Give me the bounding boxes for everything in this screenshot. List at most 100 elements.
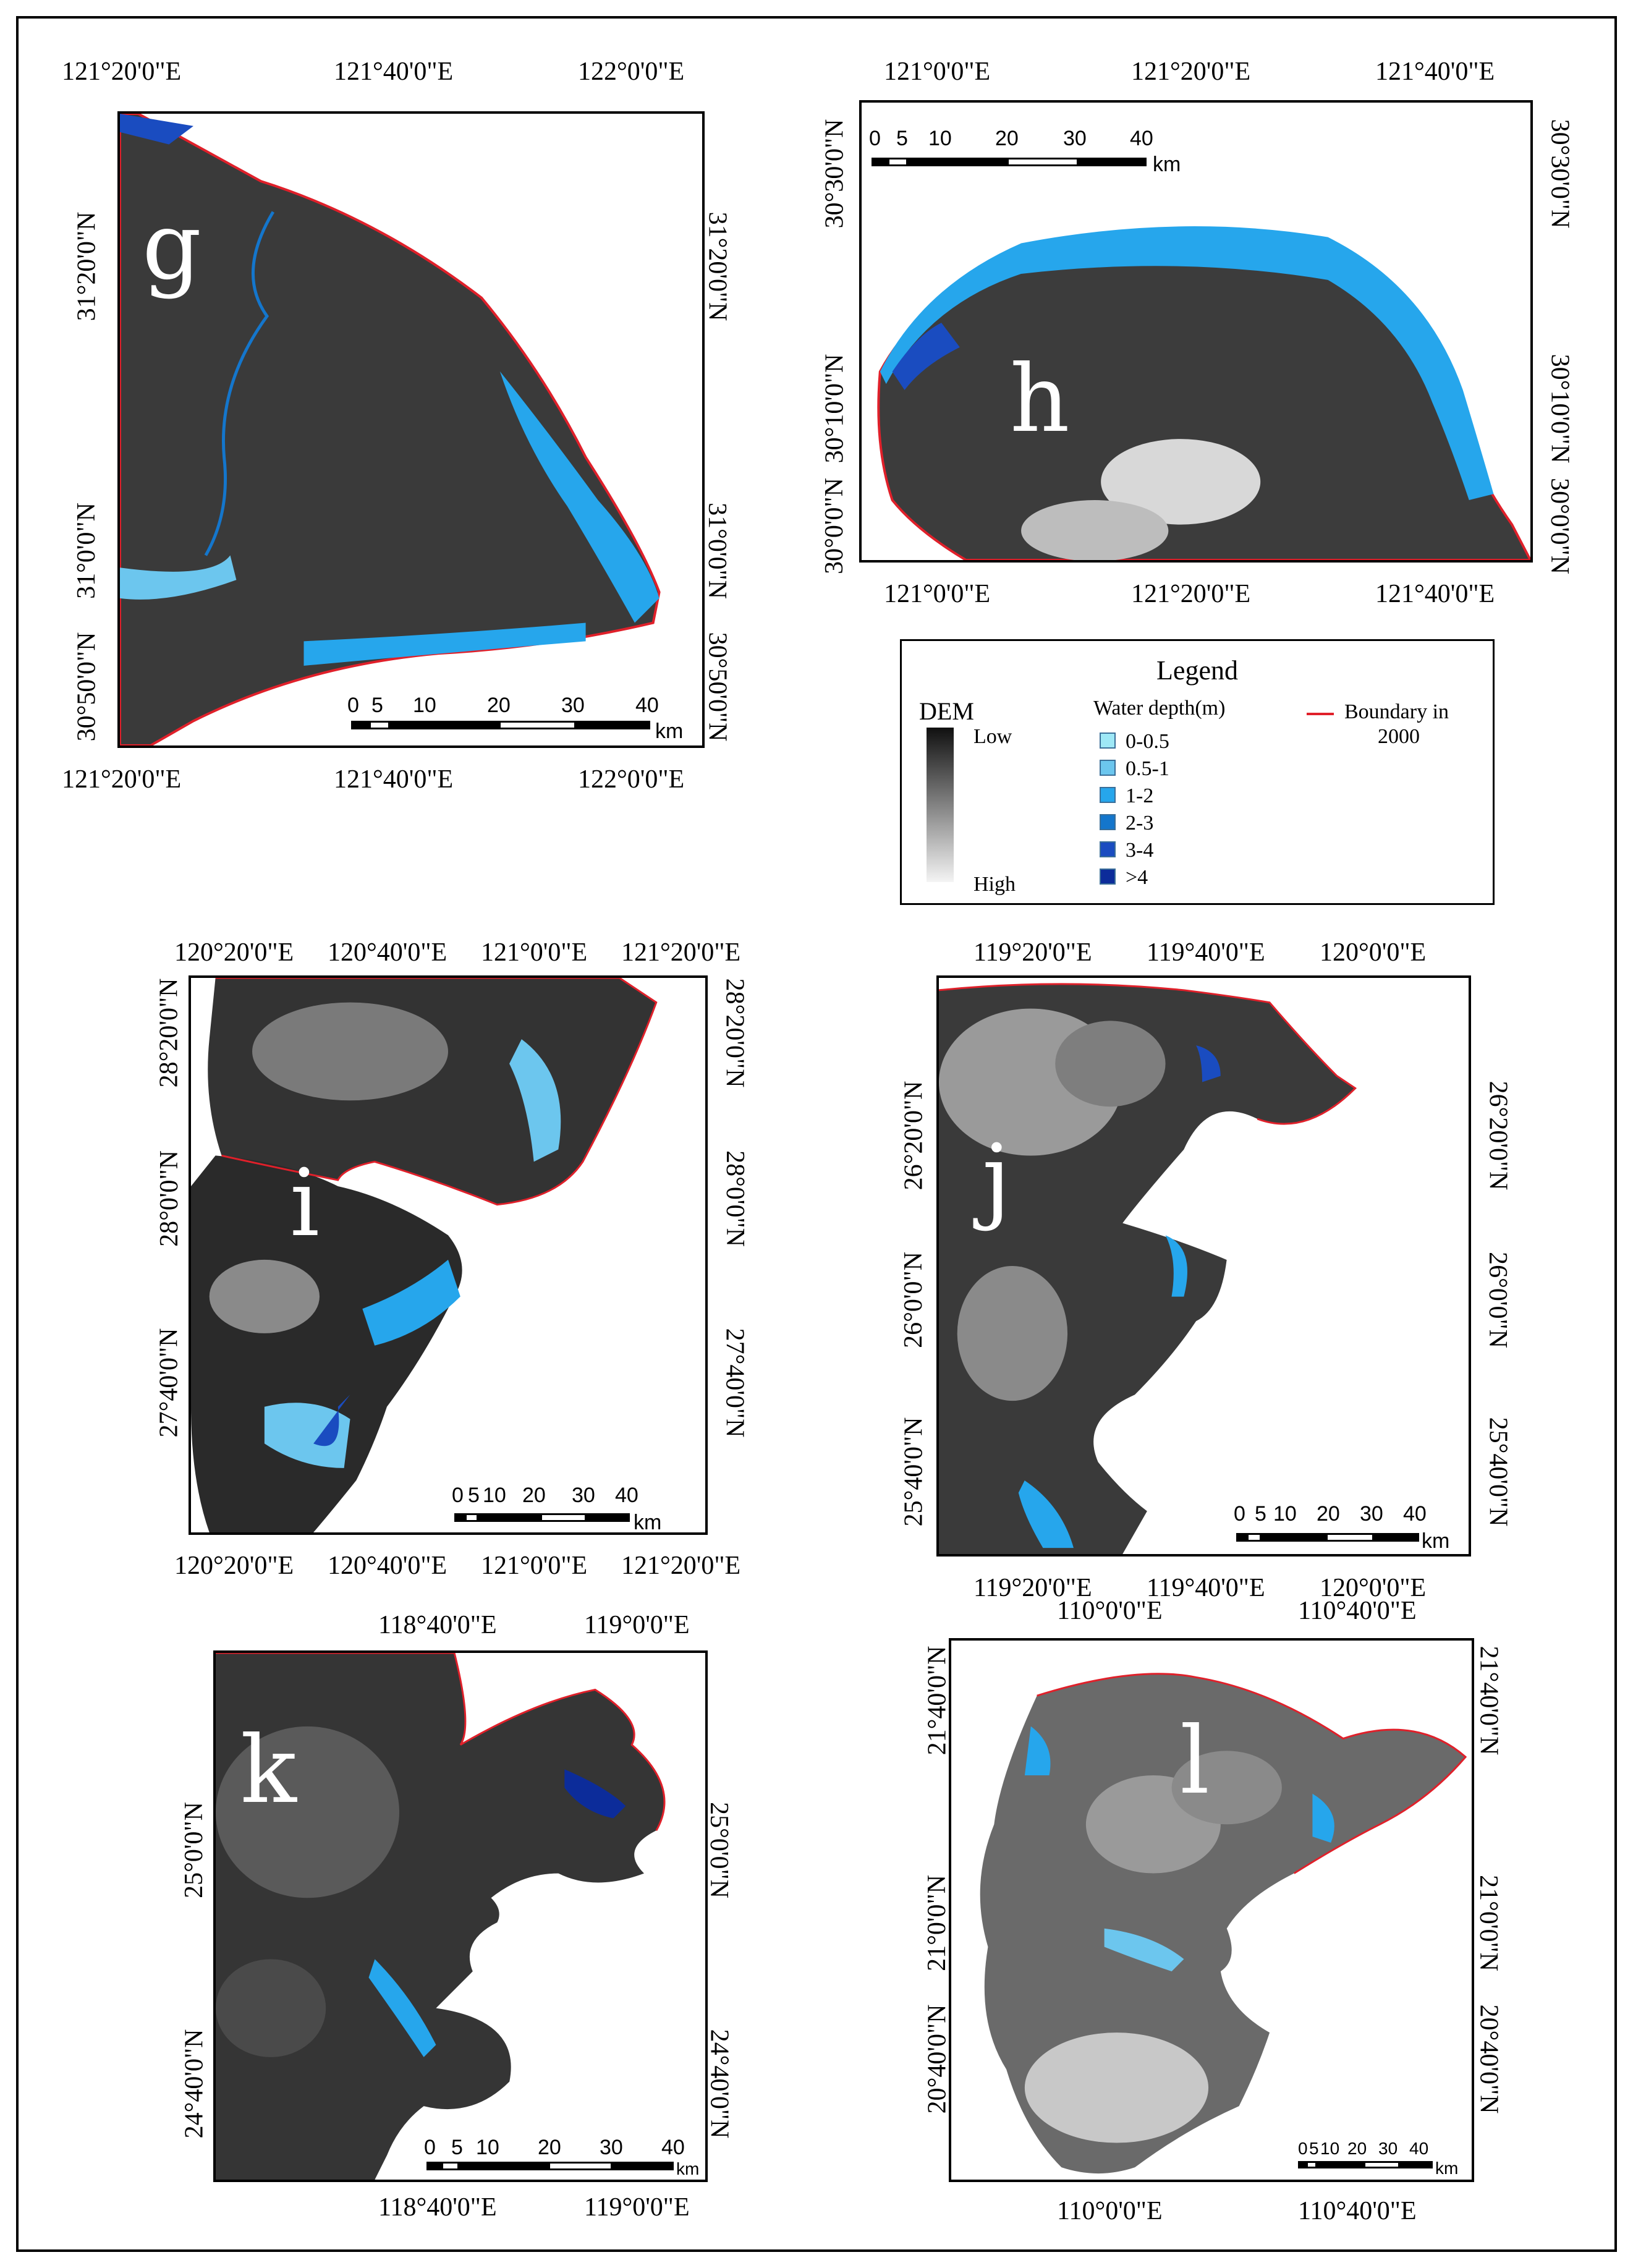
g-top-label: 122°0'0"E [578,57,685,86]
h-bottom-label: 121°20'0"E [1131,580,1251,608]
scale-bar-i: 0 5 10 20 30 40 km [452,1484,662,1534]
k-left-label: 25°0'0"N [179,1802,208,1898]
h-right-label: 30°0'0"N [1545,478,1574,574]
i-bottom-label: 120°40'0"E [328,1552,447,1580]
legend-depth-label: 1-2 [1126,784,1154,807]
h-left-label: 30°10'0"N [820,354,849,464]
g-right-label: 30°50'0"N [703,632,732,742]
legend-swatch-2-3 [1100,814,1116,830]
legend-dem-ramp [927,728,954,882]
legend-boundary-label: Boundary in [1344,700,1449,723]
h-right-label: 30°30'0"N [1545,119,1574,229]
i-left-label: 28°0'0"N [155,1150,184,1247]
g-bottom-label: 122°0'0"E [578,765,685,794]
i-right-label: 28°20'0"N [720,978,749,1088]
figure-frame [16,16,1617,2252]
k-right-label: 24°40'0"N [705,2029,734,2139]
legend-boundary-line [1307,713,1334,715]
k-right-label: 25°0'0"N [704,1802,733,1898]
g-left-label: 31°0'0"N [72,503,101,599]
g-left-label: 30°50'0"N [72,632,101,742]
legend-dem-low: Low [973,725,1012,748]
legend-swatch-0-0.5 [1100,733,1116,749]
i-bottom-label: 120°20'0"E [174,1552,294,1580]
i-left-label: 27°40'0"N [155,1328,184,1438]
legend-swatch-3-4 [1100,841,1116,857]
scale-bar-h: 0 5 10 20 30 40 km [869,127,1181,176]
j-right-label: 25°40'0"N [1483,1417,1512,1527]
j-left-label: 25°40'0"N [899,1417,928,1527]
legend-depth-label: 2-3 [1126,812,1154,835]
map-panel-g: g [117,111,705,748]
map-panel-l: l [949,1638,1474,2182]
j-bottom-label: 119°20'0"E [973,1574,1092,1602]
i-top-label: 121°0'0"E [481,938,588,967]
j-left-label: 26°20'0"N [899,1081,928,1191]
legend-swatch-0.5-1 [1100,760,1116,776]
h-top-label: 121°0'0"E [884,57,991,86]
i-left-label: 28°20'0"N [155,978,184,1088]
legend-title: Legend [1156,655,1238,686]
h-top-label: 121°40'0"E [1375,57,1495,86]
j-top-label: 120°0'0"E [1320,938,1427,967]
i-top-label: 120°40'0"E [328,938,447,967]
legend-depth-label: 0-0.5 [1126,730,1169,753]
l-top-label: 110°40'0"E [1298,1597,1417,1625]
panel-letter-l: l [1180,1707,1210,1815]
map-panel-j: j [936,975,1471,1557]
h-top-label: 121°20'0"E [1131,57,1251,86]
i-top-label: 121°20'0"E [621,938,741,967]
j-bottom-label: 119°40'0"E [1147,1574,1265,1602]
l-top-label: 110°0'0"E [1057,1597,1163,1625]
scale-bar-k: 0 5 10 20 30 40 km [424,2136,700,2178]
j-bottom-label: 120°0'0"E [1320,1574,1427,1602]
scale-bar-g: 0 5 10 20 30 40 km [347,694,684,743]
k-bottom-label: 119°0'0"E [584,2193,690,2222]
panel-letter-g: g [142,193,202,300]
l-left-label: 21°40'0"N [923,1646,952,1756]
i-bottom-label: 121°20'0"E [621,1552,741,1580]
k-bottom-label: 118°40'0"E [378,2193,497,2222]
l-bottom-label: 110°0'0"E [1057,2197,1163,2225]
map-panel-k: k [213,1650,708,2182]
l-left-label: 20°40'0"N [923,2004,952,2114]
l-bottom-label: 110°40'0"E [1298,2197,1417,2225]
i-right-label: 27°40'0"N [720,1328,749,1438]
legend-dem-title: DEM [919,697,974,725]
legend-depth-label: >4 [1126,866,1148,889]
g-top-label: 121°40'0"E [334,57,454,86]
l-right-label: 21°0'0"N [1474,1875,1503,1971]
g-bottom-label: 121°40'0"E [334,765,454,794]
panel-letter-i: i [290,1150,320,1257]
map-panel-h: h [859,100,1533,563]
i-bottom-label: 121°0'0"E [481,1552,588,1580]
h-bottom-label: 121°0'0"E [884,580,991,608]
legend-depth-label: 3-4 [1126,839,1154,862]
map-legend: Legend DEM Low High Water depth(m) 0-0.5… [900,639,1495,905]
k-top-label: 119°0'0"E [584,1611,690,1639]
l-right-label: 20°40'0"N [1474,2004,1503,2114]
g-top-label: 121°20'0"E [62,57,182,86]
j-right-label: 26°0'0"N [1483,1252,1512,1348]
l-left-label: 21°0'0"N [922,1875,951,1971]
legend-swatch-1-2 [1100,787,1116,803]
legend-depth-label: 0.5-1 [1126,757,1169,780]
j-right-label: 26°20'0"N [1483,1081,1512,1191]
panel-letter-j: j [982,1125,1011,1233]
scale-bar-l: 0 5 10 20 30 40 km [1298,2139,1459,2178]
l-right-label: 21°40'0"N [1474,1646,1503,1756]
i-top-label: 120°20'0"E [174,938,294,967]
legend-boundary-year: 2000 [1378,725,1420,748]
j-left-label: 26°0'0"N [899,1252,928,1348]
scale-bar-j: 0 5 10 20 30 40 km [1234,1502,1450,1553]
j-top-label: 119°20'0"E [973,938,1092,967]
g-bottom-label: 121°20'0"E [62,765,182,794]
panel-letter-h: h [1010,346,1070,453]
g-left-label: 31°20'0"N [72,211,101,321]
i-right-label: 28°0'0"N [720,1150,749,1247]
k-top-label: 118°40'0"E [378,1611,497,1639]
h-left-label: 30°0'0"N [820,478,849,574]
h-right-label: 30°10'0"N [1545,354,1574,464]
g-right-label: 31°0'0"N [702,503,731,599]
map-panel-i: i [189,975,708,1535]
